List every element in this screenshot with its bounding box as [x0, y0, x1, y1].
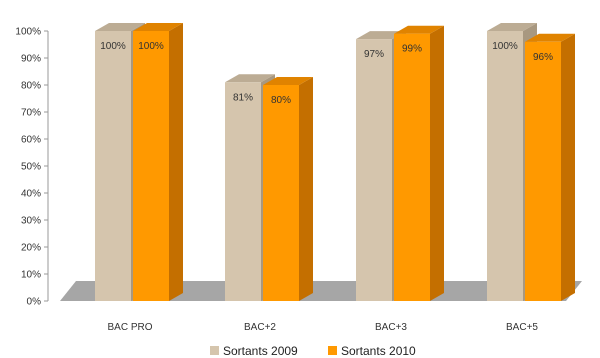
bar-top [263, 77, 313, 85]
bar-top [133, 23, 183, 31]
y-tick-label: 10% [21, 270, 41, 281]
x-category-label: BAC PRO [107, 322, 152, 333]
y-tick-label: 60% [21, 135, 41, 146]
bars [95, 23, 575, 302]
bar-side [299, 77, 313, 301]
x-category-label: BAC+3 [375, 322, 407, 333]
y-tick-label: 0% [27, 297, 42, 308]
x-category-label: BAC+2 [244, 322, 276, 333]
bar [133, 23, 183, 301]
bar [263, 77, 313, 301]
y-tick-label: 80% [21, 81, 41, 92]
data-label: 81% [233, 92, 253, 103]
bar-front [394, 33, 430, 301]
data-label: 97% [364, 49, 384, 60]
bar-top [356, 31, 406, 40]
legend-swatch [328, 346, 337, 355]
legend-label: Sortants 2010 [341, 344, 416, 358]
y-tick-label: 50% [21, 162, 41, 173]
data-label: 100% [138, 41, 164, 52]
y-tick-label: 90% [21, 54, 41, 65]
legend: Sortants 2009 Sortants 2010 [210, 344, 416, 358]
x-category-label: BAC+5 [506, 322, 538, 333]
bar [394, 25, 444, 301]
data-label: 100% [100, 41, 126, 52]
chart-floor [60, 281, 582, 301]
bar-front [525, 41, 561, 302]
data-label: 96% [533, 52, 553, 63]
x-axis-labels: BAC PRO BAC+2 BAC+3 BAC+5 [107, 322, 538, 333]
bar-side [169, 23, 183, 301]
bar-front [263, 85, 299, 301]
bar-top [225, 74, 275, 83]
bar-front [133, 31, 169, 301]
y-tick-label: 40% [21, 189, 41, 200]
data-label: 99% [402, 44, 422, 55]
bar-front [487, 31, 523, 301]
bar-side [561, 33, 575, 302]
bar-top [487, 23, 537, 31]
legend-label: Sortants 2009 [223, 344, 298, 358]
bar-top [525, 33, 575, 42]
bar-front [356, 39, 392, 301]
y-tick-label: 100% [15, 27, 41, 38]
bar-side [430, 25, 444, 301]
y-tick-label: 70% [21, 108, 41, 119]
data-label: 80% [271, 95, 291, 106]
y-tick-label: 20% [21, 243, 41, 254]
bar-front [225, 82, 261, 301]
bar-front [95, 31, 131, 301]
data-labels: 100% 100% 81% 80% 97% 99% 100% 96% [100, 41, 553, 106]
legend-item: Sortants 2010 [328, 344, 416, 358]
y-tick-label: 30% [21, 216, 41, 227]
legend-item: Sortants 2009 [210, 344, 298, 358]
legend-swatch [210, 346, 219, 355]
floor-plane [60, 281, 582, 301]
bar-top [394, 25, 444, 34]
bar-top [95, 23, 145, 31]
bar [525, 33, 575, 302]
y-axis: 0% 10% 20% 30% 40% 50% 60% 70% 80% 90% 100% [15, 27, 49, 308]
data-label: 100% [492, 41, 518, 52]
